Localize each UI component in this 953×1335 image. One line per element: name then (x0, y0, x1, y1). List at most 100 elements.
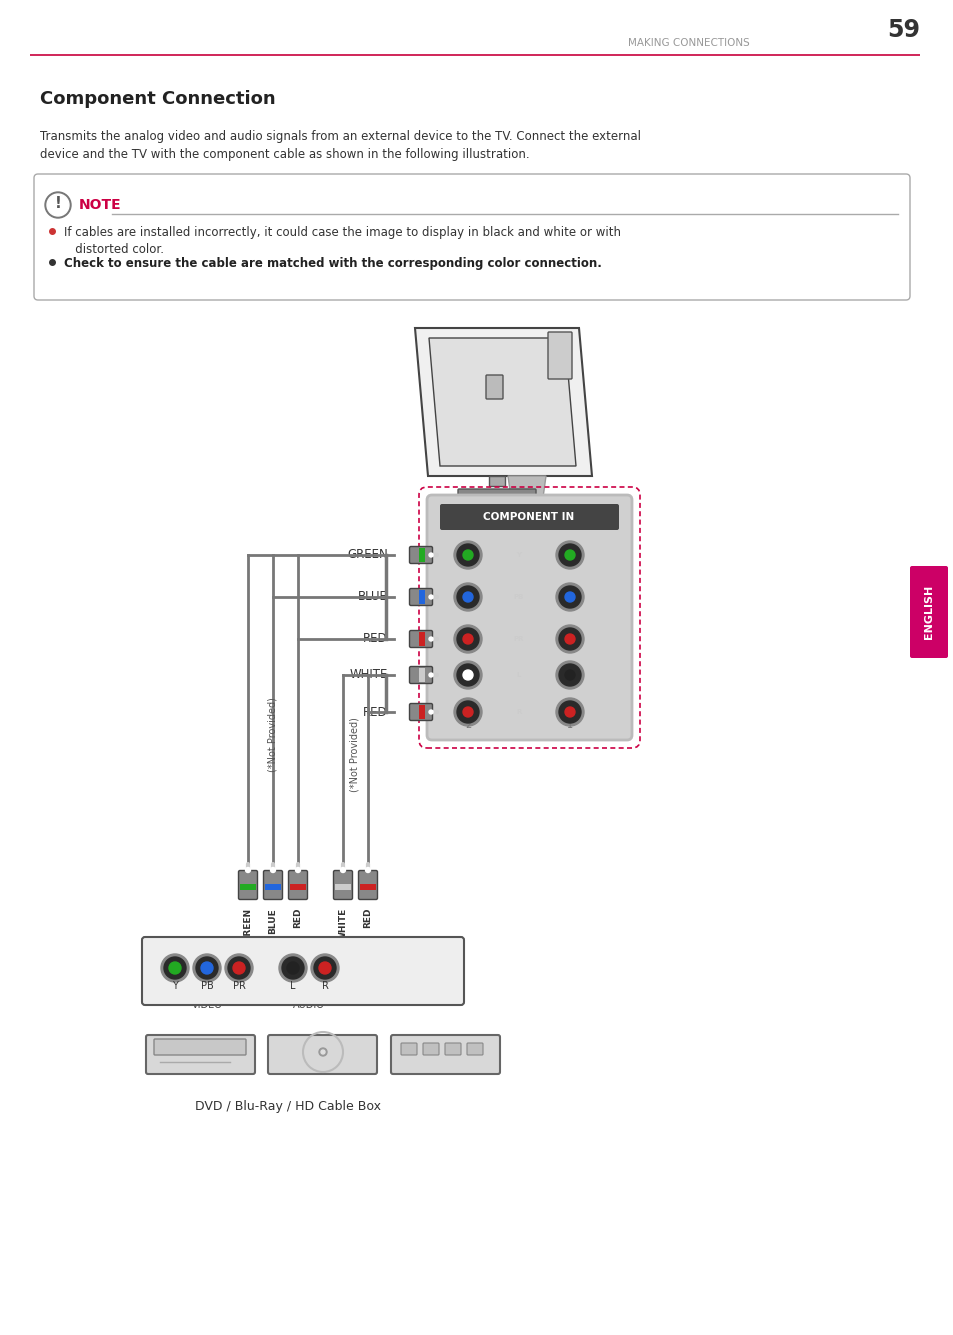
Circle shape (564, 591, 575, 602)
Circle shape (462, 550, 473, 559)
FancyBboxPatch shape (439, 505, 618, 530)
Text: 2: 2 (464, 720, 471, 730)
Circle shape (564, 708, 575, 717)
Text: AUDIO: AUDIO (293, 1000, 325, 1011)
Circle shape (558, 543, 580, 566)
Circle shape (271, 868, 275, 873)
FancyBboxPatch shape (238, 870, 257, 900)
Circle shape (429, 710, 433, 714)
FancyBboxPatch shape (418, 547, 424, 562)
Text: RED: RED (294, 908, 302, 929)
Text: PB: PB (514, 594, 523, 599)
Text: ENGLISH: ENGLISH (923, 585, 933, 639)
FancyBboxPatch shape (288, 870, 307, 900)
Circle shape (564, 670, 575, 680)
Circle shape (456, 701, 478, 724)
Circle shape (311, 955, 338, 983)
FancyBboxPatch shape (409, 630, 432, 647)
FancyBboxPatch shape (427, 495, 631, 740)
Text: RED: RED (363, 908, 372, 929)
Text: R: R (321, 981, 328, 991)
Text: NOTE: NOTE (79, 198, 121, 212)
Text: RED: RED (363, 705, 388, 718)
Circle shape (558, 627, 580, 650)
FancyBboxPatch shape (146, 1035, 254, 1073)
Circle shape (169, 963, 181, 975)
FancyBboxPatch shape (153, 1039, 246, 1055)
Text: distorted color.: distorted color. (64, 243, 164, 256)
Text: L: L (290, 981, 295, 991)
FancyBboxPatch shape (444, 1043, 460, 1055)
Text: Y: Y (172, 981, 178, 991)
Circle shape (564, 634, 575, 643)
Circle shape (456, 586, 478, 607)
Circle shape (454, 698, 481, 726)
FancyBboxPatch shape (485, 375, 502, 399)
Circle shape (161, 955, 189, 983)
FancyBboxPatch shape (409, 704, 432, 721)
Circle shape (462, 708, 473, 717)
Text: MAKING CONNECTIONS: MAKING CONNECTIONS (627, 37, 749, 48)
FancyBboxPatch shape (418, 668, 424, 682)
Circle shape (564, 550, 575, 559)
Polygon shape (415, 328, 592, 477)
Text: RED: RED (363, 633, 388, 646)
Text: WHITE: WHITE (349, 669, 388, 681)
Circle shape (454, 661, 481, 689)
Circle shape (318, 1048, 327, 1056)
Circle shape (556, 661, 583, 689)
Circle shape (558, 586, 580, 607)
FancyBboxPatch shape (422, 1043, 438, 1055)
FancyBboxPatch shape (290, 884, 306, 890)
FancyBboxPatch shape (409, 589, 432, 606)
FancyBboxPatch shape (240, 884, 255, 890)
Circle shape (456, 663, 478, 686)
FancyBboxPatch shape (263, 870, 282, 900)
Text: WHITE: WHITE (338, 908, 347, 941)
Circle shape (462, 591, 473, 602)
Text: PB: PB (200, 981, 213, 991)
Circle shape (556, 583, 583, 611)
Text: (*Not Provided): (*Not Provided) (268, 698, 277, 773)
FancyBboxPatch shape (335, 884, 351, 890)
FancyBboxPatch shape (391, 1035, 499, 1073)
Polygon shape (429, 338, 576, 466)
Circle shape (462, 670, 473, 680)
Circle shape (228, 957, 250, 979)
Text: Y: Y (516, 551, 521, 558)
Circle shape (282, 957, 304, 979)
Circle shape (318, 963, 331, 975)
FancyBboxPatch shape (34, 174, 909, 300)
FancyBboxPatch shape (142, 937, 463, 1005)
FancyBboxPatch shape (409, 666, 432, 684)
Circle shape (558, 663, 580, 686)
FancyBboxPatch shape (547, 332, 572, 379)
Circle shape (225, 955, 253, 983)
Text: If cables are installed incorrectly, it could case the image to display in black: If cables are installed incorrectly, it … (64, 226, 620, 239)
Text: (*Not Provided): (*Not Provided) (350, 718, 359, 793)
Circle shape (287, 963, 298, 975)
Text: Check to ensure the cable are matched with the corresponding color connection.: Check to ensure the cable are matched wi… (64, 258, 601, 270)
Text: R: R (516, 709, 521, 716)
Circle shape (429, 637, 433, 641)
Circle shape (201, 963, 213, 975)
Circle shape (556, 541, 583, 569)
Circle shape (314, 957, 335, 979)
FancyBboxPatch shape (358, 870, 377, 900)
Circle shape (195, 957, 218, 979)
Circle shape (340, 868, 345, 873)
Text: BLUE: BLUE (268, 908, 277, 933)
Text: GREEN: GREEN (347, 549, 388, 562)
Circle shape (193, 955, 221, 983)
Circle shape (320, 1051, 325, 1055)
FancyBboxPatch shape (400, 1043, 416, 1055)
Circle shape (456, 543, 478, 566)
Circle shape (278, 955, 307, 983)
Circle shape (245, 868, 251, 873)
Text: L: L (517, 672, 520, 678)
Circle shape (295, 868, 300, 873)
FancyBboxPatch shape (418, 705, 424, 720)
FancyBboxPatch shape (467, 1043, 482, 1055)
Circle shape (454, 583, 481, 611)
Circle shape (47, 194, 69, 216)
